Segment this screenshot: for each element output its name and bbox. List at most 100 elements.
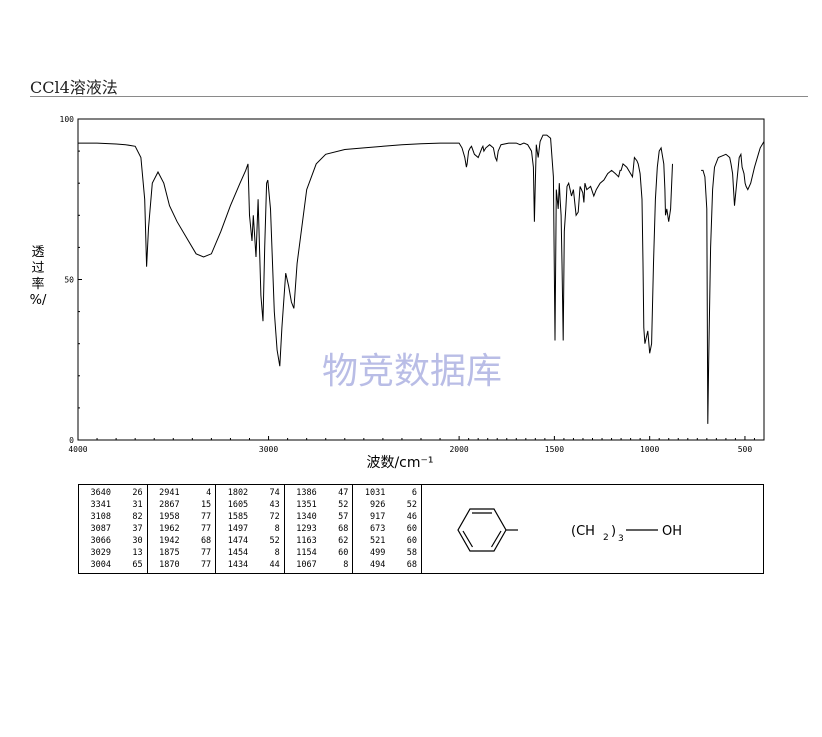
peak-transmittance: 65	[132, 560, 143, 570]
peak-transmittance: 68	[200, 536, 212, 546]
peak-wavenumber: 499	[370, 548, 386, 558]
peak-transmittance: 47	[338, 488, 349, 498]
peak-transmittance: 15	[200, 500, 212, 510]
title-divider	[30, 96, 808, 97]
repeat-subscript: 3	[618, 534, 624, 544]
peak-transmittance: 77	[200, 524, 212, 534]
y-tick-label: 100	[60, 115, 75, 124]
peak-transmittance: 52	[269, 536, 280, 546]
end-group: OH	[662, 524, 682, 539]
peak-transmittance: 31	[132, 500, 143, 510]
peak-row: 1942 68	[152, 535, 212, 547]
peak-transmittance: 62	[338, 536, 349, 546]
y-axis: 0 50 100	[60, 115, 82, 445]
peak-wavenumber: 1585	[227, 512, 249, 522]
peak-transmittance: 57	[338, 512, 349, 522]
peak-row: 1154 60	[289, 547, 349, 559]
peak-transmittance: 26	[132, 488, 143, 498]
formula-subscript: 2	[603, 533, 609, 543]
y-axis-label: 透过率%/	[30, 245, 47, 308]
peak-row: 1163 62	[289, 535, 349, 547]
peak-transmittance: 37	[132, 524, 143, 534]
peak-transmittance: 6	[411, 488, 417, 498]
peak-transmittance: 52	[338, 500, 349, 510]
peak-wavenumber: 1293	[296, 524, 317, 534]
peak-row: 1434 44	[220, 559, 280, 571]
peak-wavenumber: 3640	[90, 488, 111, 498]
peak-transmittance: 68	[406, 560, 417, 570]
structure-diagram: (CH 2 ) 3 OH	[457, 508, 682, 552]
peak-wavenumber: 1802	[227, 488, 249, 498]
peak-transmittance: 43	[269, 500, 280, 510]
peak-row: 1031 6	[357, 487, 417, 499]
peak-wavenumber: 1340	[296, 512, 317, 522]
peak-transmittance: 52	[406, 500, 417, 510]
peak-transmittance: 8	[274, 548, 280, 558]
peak-transmittance: 46	[406, 512, 417, 522]
spectrum-line	[78, 134, 765, 424]
peak-row: 1293 68	[289, 523, 348, 535]
peak-wavenumber: 3029	[90, 548, 111, 558]
peak-wavenumber: 1351	[296, 500, 317, 510]
peak-wavenumber: 1386	[296, 488, 317, 498]
peak-row: 926 52	[357, 499, 417, 511]
peak-column: 1386 47 1351 52 1340 57 1293 68 1163 62 1154 60 1067…	[285, 485, 354, 573]
peak-row: 3066 30	[83, 535, 143, 547]
watermark: 物竞数据库	[322, 351, 502, 392]
peak-row: 1474 52	[220, 535, 280, 547]
page-title: CCl4溶液法	[30, 78, 118, 97]
peak-wavenumber: 1163	[296, 536, 317, 546]
y-tick-label: 0	[69, 436, 74, 445]
peak-row: 1585 72	[220, 511, 280, 523]
peak-transmittance: 30	[132, 536, 143, 546]
peak-row: 3029 13	[83, 547, 143, 559]
peak-transmittance: 82	[132, 512, 143, 522]
x-tick-label: 2000	[449, 445, 468, 454]
y-axis-label-char: %/	[30, 293, 47, 308]
peak-row: 1875 77	[152, 547, 211, 559]
peak-wavenumber: 3066	[90, 536, 111, 546]
peak-column: 3640 26 3341 31 3108 82 3087 37 3066 30 3029 13 3004…	[79, 485, 148, 573]
peak-wavenumber: 1942	[159, 536, 180, 546]
peak-wavenumber: 1870	[159, 560, 180, 570]
structure-box: (CH 2 ) 3 OH	[421, 484, 764, 574]
peak-row: 521 60	[357, 535, 417, 547]
formula-open: (CH	[571, 524, 595, 539]
peak-transmittance: 60	[406, 524, 417, 534]
peak-row: 3341 31	[83, 499, 143, 511]
peak-row: 1067 8	[289, 559, 349, 571]
peak-row: 1386 47	[289, 487, 349, 499]
peak-wavenumber: 1154	[296, 548, 317, 558]
peak-transmittance: 44	[269, 560, 280, 570]
y-axis-label-char: 率	[31, 276, 44, 292]
peak-wavenumber: 2941	[159, 488, 180, 498]
peak-wavenumber: 3108	[90, 512, 111, 522]
peak-transmittance: 74	[269, 488, 280, 498]
peak-wavenumber: 3341	[90, 500, 111, 510]
peak-wavenumber: 3087	[90, 524, 111, 534]
peak-row: 917 46	[357, 511, 417, 523]
peak-wavenumber: 1962	[159, 524, 180, 534]
peak-row: 1962 77	[152, 523, 212, 535]
peak-wavenumber: 2867	[159, 500, 180, 510]
peak-transmittance: 77	[200, 512, 212, 522]
peak-wavenumber: 1605	[227, 500, 249, 510]
peak-table: 3640 26 3341 31 3108 82 3087 37 3066 30 3029 13 3004…	[78, 484, 422, 574]
peak-row: 1802 74	[220, 487, 280, 499]
peak-transmittance: 72	[269, 512, 280, 522]
peak-transmittance: 8	[343, 560, 349, 570]
peak-wavenumber: 673	[370, 524, 386, 534]
x-tick-label: 4000	[68, 445, 87, 454]
x-tick-label: 3000	[259, 445, 278, 454]
peak-wavenumber: 1434	[227, 560, 249, 570]
peak-wavenumber: 1067	[296, 560, 317, 570]
peak-row: 3640 26	[83, 487, 143, 499]
peak-row: 1497 8	[220, 523, 280, 535]
peak-row: 2867 15	[152, 499, 212, 511]
peak-wavenumber: 1474	[227, 536, 249, 546]
peak-row: 1340 57	[289, 511, 349, 523]
peak-transmittance: 60	[338, 548, 349, 558]
peak-wavenumber: 521	[370, 536, 386, 546]
peak-row: 1958 77	[152, 511, 212, 523]
peak-row: 1351 52	[289, 499, 349, 511]
